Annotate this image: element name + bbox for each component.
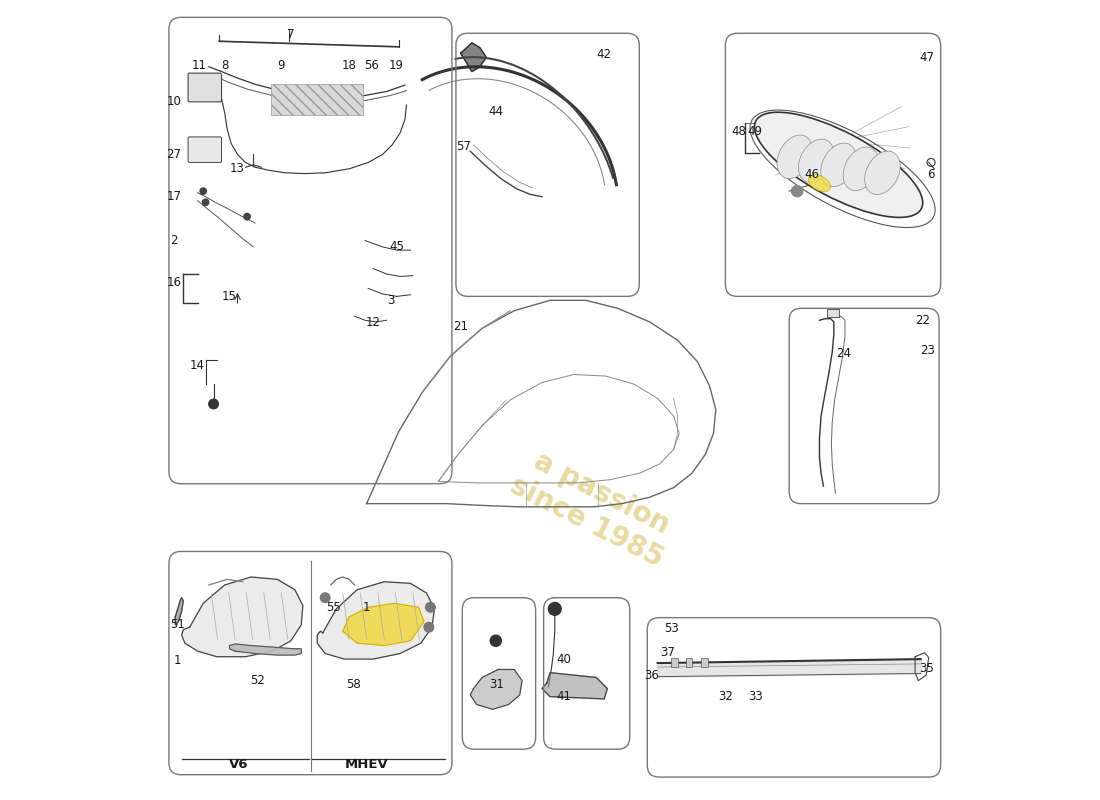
Polygon shape: [461, 43, 486, 71]
Text: 19: 19: [388, 59, 404, 73]
Text: 17: 17: [166, 190, 182, 203]
Circle shape: [549, 602, 561, 615]
Text: 35: 35: [918, 662, 934, 675]
FancyBboxPatch shape: [188, 137, 221, 162]
Text: 33: 33: [748, 690, 763, 703]
Text: 13: 13: [230, 162, 245, 175]
Text: 21: 21: [453, 320, 469, 333]
Text: 42: 42: [596, 48, 612, 62]
Text: 27: 27: [166, 148, 182, 161]
Polygon shape: [175, 598, 184, 625]
Text: 57: 57: [456, 140, 471, 153]
Bar: [827, 309, 838, 317]
Text: 41: 41: [557, 690, 571, 703]
Text: 49: 49: [747, 125, 762, 138]
Text: 51: 51: [170, 618, 185, 631]
Circle shape: [792, 186, 803, 197]
Text: MHEV: MHEV: [344, 758, 388, 771]
Text: 3: 3: [387, 294, 394, 307]
Text: 6: 6: [927, 168, 935, 181]
Text: 24: 24: [836, 347, 851, 360]
Text: 16: 16: [166, 276, 182, 290]
Text: 1: 1: [174, 654, 182, 667]
Text: 2: 2: [170, 234, 177, 247]
Ellipse shape: [755, 112, 923, 218]
Text: 7: 7: [287, 28, 295, 42]
Circle shape: [424, 622, 433, 632]
Text: 48: 48: [732, 125, 747, 138]
Text: V6: V6: [229, 758, 249, 771]
Text: a passion
since 1985: a passion since 1985: [505, 442, 682, 573]
Text: 31: 31: [490, 678, 504, 691]
Text: 12: 12: [365, 316, 381, 329]
Text: 22: 22: [915, 314, 931, 326]
Text: 55: 55: [326, 601, 341, 614]
Bar: [685, 658, 692, 667]
Circle shape: [200, 188, 207, 194]
Text: 46: 46: [804, 168, 820, 181]
Text: 56: 56: [364, 59, 378, 73]
Text: 53: 53: [664, 622, 680, 635]
Circle shape: [244, 214, 250, 220]
Text: 52: 52: [250, 674, 265, 687]
Text: 15: 15: [222, 290, 236, 303]
Polygon shape: [230, 644, 301, 655]
Text: 1: 1: [363, 601, 371, 614]
Text: 47: 47: [920, 50, 935, 64]
Text: 44: 44: [488, 105, 504, 118]
Circle shape: [320, 593, 330, 602]
Bar: [671, 658, 678, 667]
Polygon shape: [317, 582, 434, 659]
Text: 14: 14: [190, 359, 205, 372]
Text: 9: 9: [277, 59, 284, 73]
Text: 40: 40: [557, 653, 571, 666]
Circle shape: [202, 199, 209, 206]
Text: 37: 37: [661, 646, 675, 659]
Circle shape: [209, 399, 219, 409]
Circle shape: [426, 602, 436, 612]
Polygon shape: [182, 577, 302, 657]
Text: 36: 36: [645, 669, 660, 682]
Text: 10: 10: [166, 94, 182, 107]
Polygon shape: [542, 673, 607, 699]
Polygon shape: [471, 670, 522, 710]
Ellipse shape: [843, 147, 879, 190]
Text: 58: 58: [345, 678, 361, 691]
Ellipse shape: [799, 139, 834, 182]
Text: 18: 18: [342, 59, 356, 73]
Polygon shape: [343, 603, 424, 646]
Text: 32: 32: [718, 690, 733, 703]
Ellipse shape: [821, 143, 857, 186]
Circle shape: [491, 635, 502, 646]
FancyBboxPatch shape: [188, 73, 221, 102]
Bar: [271, 84, 363, 114]
Text: 23: 23: [920, 344, 935, 357]
Text: 11: 11: [191, 59, 207, 73]
Ellipse shape: [808, 174, 830, 192]
Bar: [702, 658, 708, 667]
Ellipse shape: [865, 151, 900, 194]
Text: 45: 45: [389, 240, 405, 253]
Text: 8: 8: [221, 59, 229, 73]
Ellipse shape: [777, 135, 813, 178]
